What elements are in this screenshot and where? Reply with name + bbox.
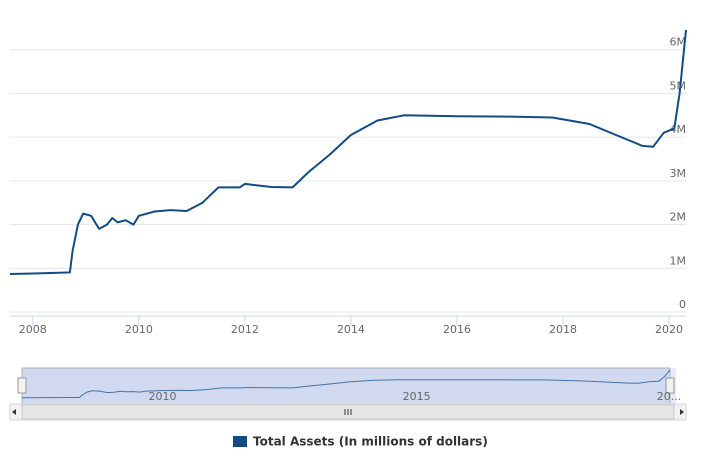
scroll-right-arrow[interactable] [680,409,684,415]
navigator-line [21,369,671,399]
x-tick-label: 2016 [443,323,471,336]
x-tick-label: 2014 [337,323,365,336]
y-tick-label: 1M [670,254,687,267]
navigator-tick-label: 20... [657,390,682,403]
navigator-handle-left[interactable] [17,377,27,394]
x-tick-label: 2018 [549,323,577,336]
y-tick-label: 2M [670,211,687,224]
x-tick-label: 2010 [125,323,153,336]
x-tick-label: 2012 [231,323,259,336]
data-line [9,29,687,275]
y-tick-label: 6M [670,36,687,49]
x-tick-label: 2020 [655,323,683,336]
y-tick-label: 0 [679,298,686,311]
navigator-tick-label: 2015 [403,390,431,403]
navigator-tick-label: 2010 [149,390,177,403]
legend-label[interactable]: Total Assets (In millions of dollars) [253,435,488,449]
y-tick-label: 3M [670,167,687,180]
scrollbar-grip [344,409,352,415]
scroll-left-arrow[interactable] [12,409,16,415]
x-tick-label: 2008 [19,323,47,336]
navigator-handle-right[interactable] [665,377,675,394]
y-tick-label: 5M [670,79,687,92]
legend-symbol[interactable] [233,436,247,447]
navigator-mask [21,367,671,405]
